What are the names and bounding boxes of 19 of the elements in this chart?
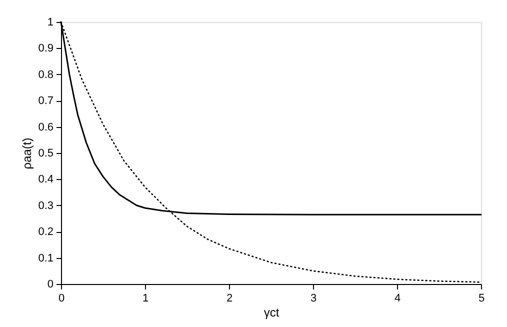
y-tick-label: 0.4	[38, 174, 54, 186]
x-tick-label: 3	[310, 292, 317, 304]
y-tick-label: 0	[47, 278, 54, 290]
y-tick-label: 1	[47, 16, 54, 28]
y-tick-label: 0.9	[38, 42, 54, 55]
y-tick-label: 0.3	[38, 200, 54, 212]
y-axis-title: ρaa(t)	[20, 138, 34, 170]
y-tick-label: 0.5	[38, 148, 54, 160]
y-tick-label: 0.1	[38, 252, 54, 264]
x-tick-label: 0	[58, 292, 65, 304]
x-tick-label: 5	[478, 292, 485, 304]
y-tick-label: 0.7	[38, 95, 54, 108]
y-tick-label: 0.8	[38, 68, 54, 81]
x-tick-label: 1	[142, 292, 149, 304]
x-axis-title: γct	[264, 306, 280, 320]
y-tick-label: 0.2	[38, 226, 54, 238]
x-tick-label: 4	[394, 292, 401, 304]
y-tick-label: 0.6	[38, 121, 54, 134]
x-tick-label: 2	[226, 292, 233, 304]
